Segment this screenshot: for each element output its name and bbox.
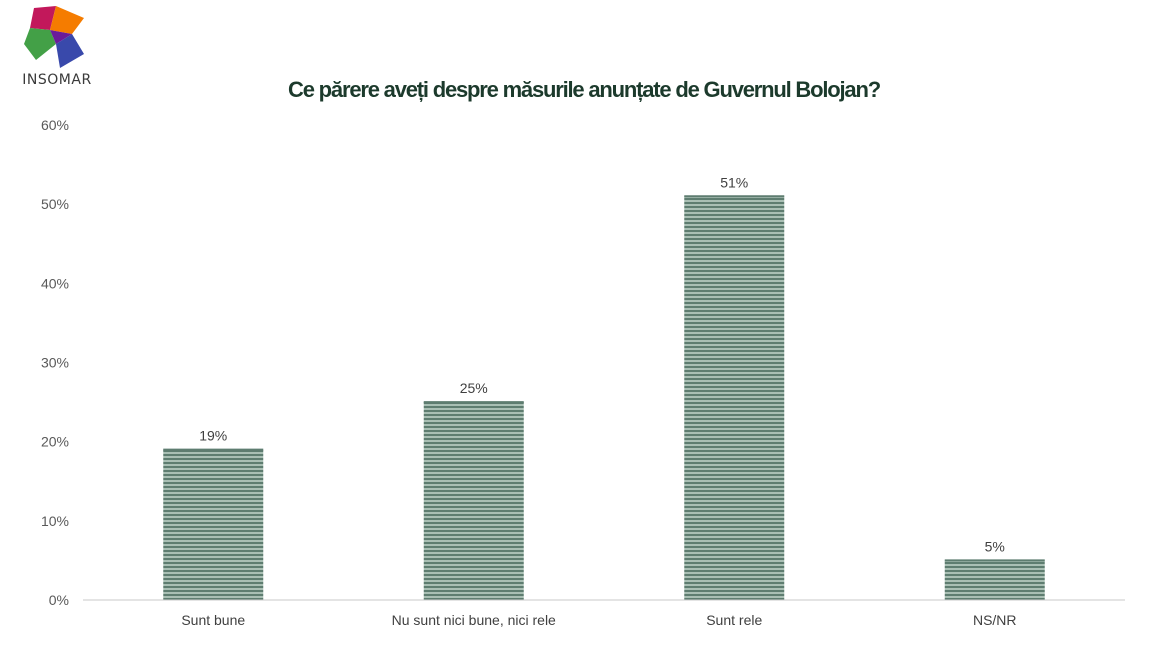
bar — [423, 402, 524, 600]
logo-text: INSOMAR — [22, 72, 92, 88]
bars: 19% 25% 51% 5% — [163, 174, 1045, 600]
bar — [163, 449, 264, 600]
bar-value-label: 19% — [199, 428, 227, 444]
y-tick-label: 50% — [41, 196, 69, 212]
y-tick-label: 10% — [41, 513, 69, 529]
y-tick-label: 40% — [41, 275, 69, 291]
bar — [944, 560, 1045, 600]
bar-value-label: 51% — [720, 174, 748, 190]
x-axis: Sunt bune Nu sunt nici bune, nici rele Sun… — [83, 599, 1125, 628]
insomar-logo-icon — [24, 6, 84, 68]
chart-title: Ce părere aveți despre măsurile anunțate… — [288, 77, 881, 102]
bar-value-label: 5% — [985, 538, 1005, 554]
insomar-logo: INSOMAR — [14, 4, 100, 92]
x-category-label: NS/NR — [973, 612, 1017, 628]
x-category-label: Sunt bune — [181, 612, 245, 628]
bar — [684, 196, 785, 600]
bar-value-label: 25% — [460, 380, 488, 396]
y-axis: 0% 10% 20% 30% 40% 50% 60% — [41, 117, 69, 608]
x-category-label: Sunt rele — [706, 612, 762, 628]
y-tick-label: 20% — [41, 434, 69, 450]
y-tick-label: 60% — [41, 117, 69, 133]
y-tick-label: 0% — [49, 592, 69, 608]
y-tick-label: 30% — [41, 355, 69, 371]
x-category-label: Nu sunt nici bune, nici rele — [392, 612, 556, 628]
